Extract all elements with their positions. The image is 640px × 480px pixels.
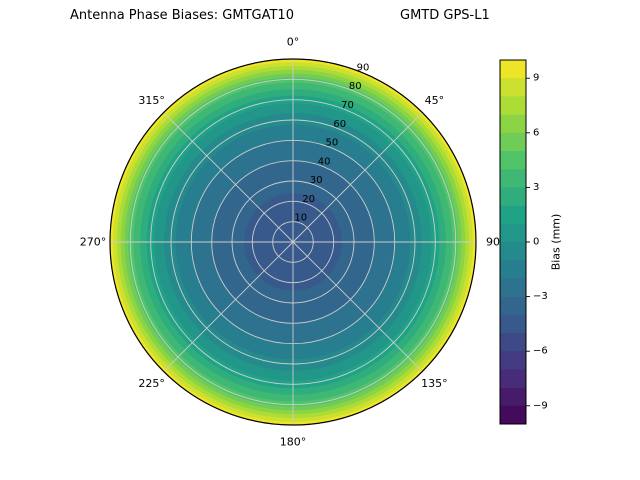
azimuth-tick-label: 225° (138, 377, 165, 390)
colorbar-band (500, 369, 526, 388)
azimuth-tick-label: 45° (425, 94, 445, 107)
colorbar-band (500, 187, 526, 206)
colorbar-tick-label: −3 (533, 291, 548, 302)
colorbar-axis-label: Bias (mm) (550, 214, 563, 271)
colorbar-tick-label: 0 (533, 237, 539, 248)
colorbar-tick-label: 3 (533, 182, 539, 193)
azimuth-tick-label: 180° (280, 436, 307, 449)
colorbar-tick-label: −9 (533, 400, 548, 411)
colorbar-band (500, 132, 526, 152)
colorbar-band (500, 296, 526, 316)
azimuth-tick-label: 90 (486, 236, 500, 249)
colorbar-band (500, 169, 526, 188)
azimuth-tick-label: 315° (138, 94, 165, 107)
azimuth-tick-label: 135° (421, 377, 448, 390)
radial-tick-labels: 10 20 30 40 50 60 70 80 90 (294, 62, 369, 223)
azimuth-tick-label: 0° (287, 36, 300, 49)
colorbar-tick-label: 6 (533, 127, 539, 138)
radial-tick-label: 60 (333, 119, 346, 130)
colorbar-band (500, 114, 526, 134)
radial-tick-label: 90 (357, 62, 370, 73)
polar-grid-spoke (292, 112, 423, 243)
radial-tick-label: 10 (294, 213, 307, 224)
azimuth-tick-labels: 0° 45° 90 135° 180° 225° 270° 315° (80, 36, 500, 449)
azimuth-tick-label: 270° (80, 236, 107, 249)
radial-tick-label: 30 (310, 175, 323, 186)
colorbar-band (500, 387, 526, 407)
colorbar-band (500, 151, 526, 170)
plot-title: Antenna Phase Biases: GMTGAT10 (70, 8, 294, 23)
polar-grid-spoke (163, 112, 294, 243)
colorbar: 9 6 3 0 −3 −6 −9 Bias (mm) (499, 59, 563, 425)
colorbar-band (500, 314, 526, 334)
colorbar-band (500, 78, 526, 97)
polar-grid-spoke (292, 241, 423, 372)
colorbar-band (500, 242, 526, 261)
colorbar-band (500, 333, 526, 352)
radial-tick-label: 20 (302, 194, 315, 205)
colorbar-tick-label: −6 (533, 346, 548, 357)
colorbar-band (500, 96, 526, 115)
polar-grid (109, 58, 477, 426)
colorbar-band (500, 60, 526, 79)
radial-tick-label: 80 (349, 81, 362, 92)
radial-tick-label: 70 (341, 100, 354, 111)
radial-tick-label: 40 (318, 156, 331, 167)
colorbar-tick-label: 9 (533, 73, 539, 84)
colorbar-band (500, 223, 526, 243)
colorbar-band (500, 205, 526, 225)
colorbar-band (500, 351, 526, 370)
polar-grid-spoke (163, 241, 294, 372)
polar-spine (109, 58, 477, 426)
plot-subtitle: GMTD GPS-L1 (400, 8, 490, 23)
radial-tick-label: 50 (326, 138, 339, 149)
colorbar-band (500, 405, 526, 425)
colorbar-band (500, 278, 526, 297)
colorbar-band (500, 260, 526, 279)
